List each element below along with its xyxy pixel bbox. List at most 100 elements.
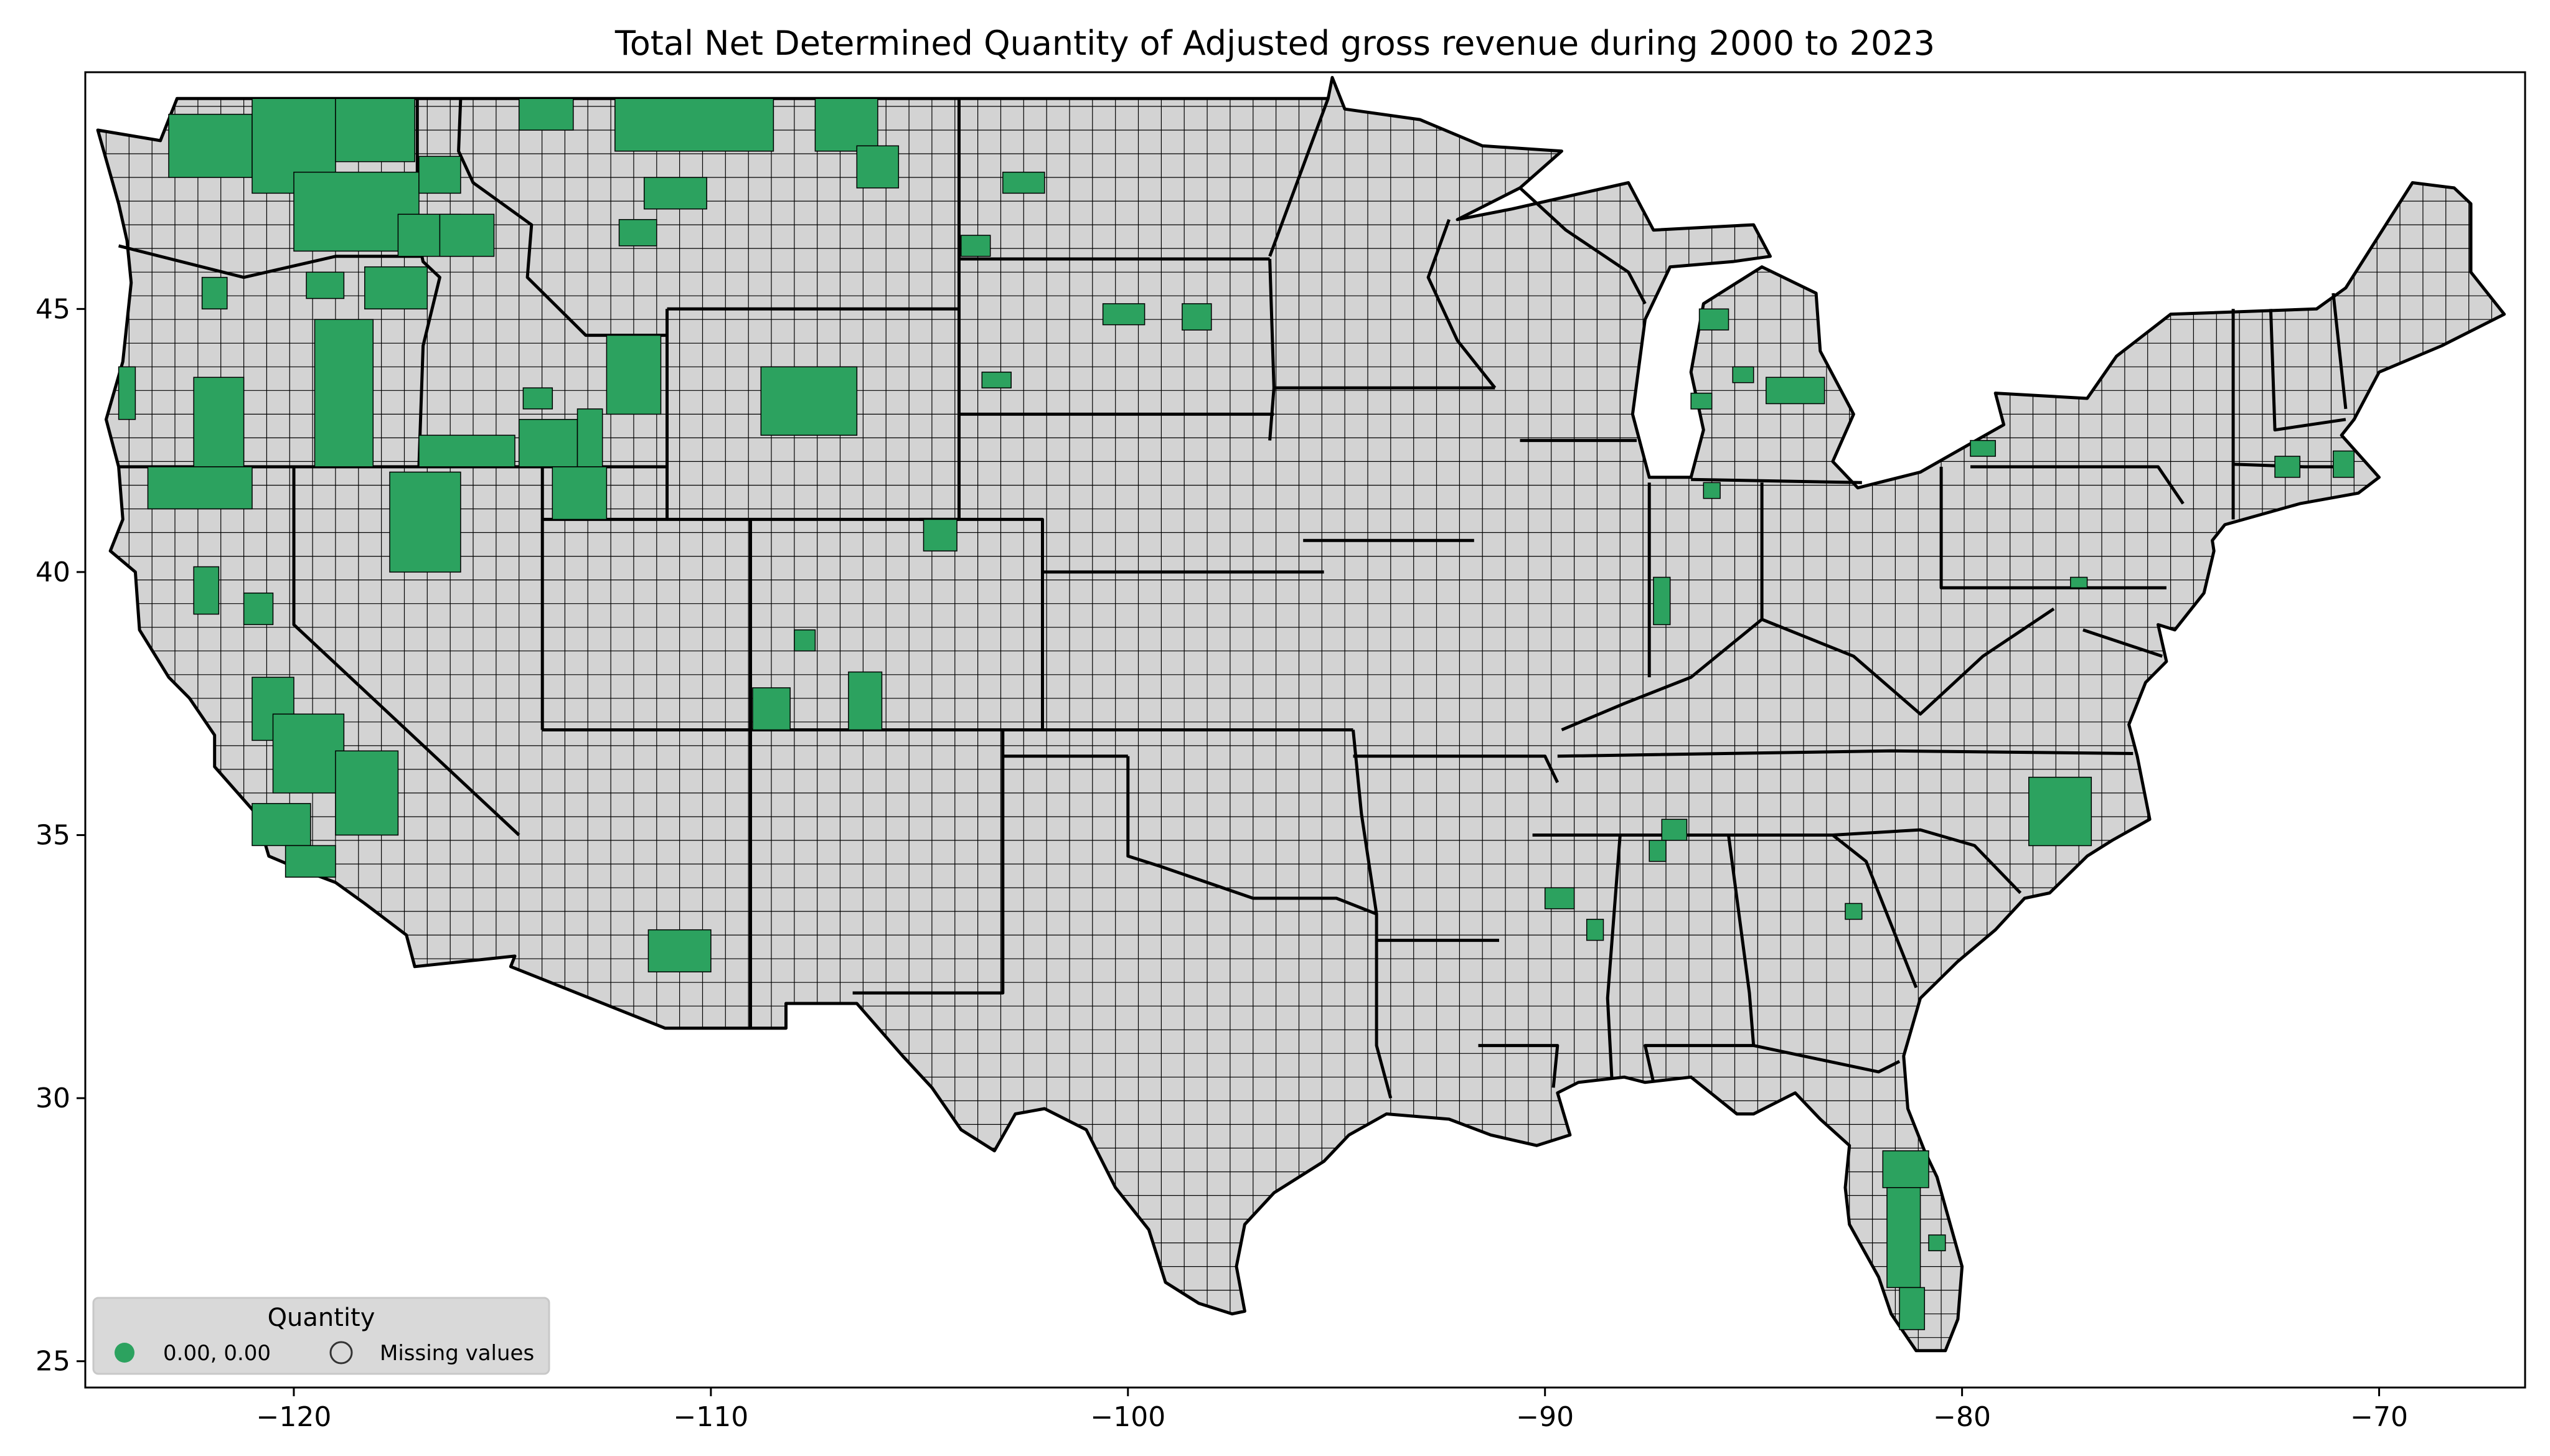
map-plot-area: −120 −110 −100 −90 −80 −70 25 30 35 40 45 [35,71,2526,1433]
highlighted-county [314,319,374,467]
state-boundary [1753,1044,1901,1074]
x-tick-label: −120 [256,1401,332,1433]
highlighted-county [389,471,461,573]
highlighted-county [794,629,816,652]
x-tick-label: −70 [2350,1401,2408,1433]
x-tick-label: −100 [1090,1401,1165,1433]
highlighted-counties [118,98,2355,1330]
legend-missing-marker [329,1341,353,1364]
highlighted-county [193,566,220,615]
highlighted-county [618,218,657,247]
state-boundary [667,517,1324,574]
y-axis-ticks: 25 30 35 40 45 [35,293,85,1378]
highlighted-county [118,366,136,420]
highlighted-county [201,276,228,310]
highlighted-county [1899,1287,1926,1330]
highlighted-county [418,434,515,467]
state-boundary [1478,1044,1560,1088]
highlighted-county [168,113,253,178]
axes-frame [84,71,2526,1389]
legend-box [92,1297,550,1375]
state-boundary [1691,477,1862,484]
x-tick-label: −90 [1516,1401,1574,1433]
y-tick-label: 35 [35,820,70,852]
highlighted-county [193,377,245,467]
state-boundary [1353,754,1560,784]
highlighted-county [961,235,991,257]
highlighted-county [1102,303,1146,326]
highlighted-county [1653,576,1671,626]
highlighted-county [760,366,858,436]
highlighted-county [1766,377,1825,405]
highlighted-county [418,156,461,194]
x-tick-label: −110 [673,1401,748,1433]
highlighted-county [752,687,791,731]
highlighted-county [2028,776,2092,847]
highlighted-county [981,372,1012,388]
legend-data-label: 0.00, 0.00 [163,1341,271,1366]
highlighted-county [1544,887,1575,909]
state-boundary [1518,187,1647,305]
highlighted-county [1690,392,1713,410]
highlighted-county [335,750,399,836]
state-boundary [1970,465,2185,505]
legend: Quantity 0.00, 0.00 Missing values [92,1297,550,1375]
highlighted-county [272,713,345,794]
highlighted-county [643,177,707,210]
highlighted-county [285,845,336,878]
highlighted-county [518,98,574,131]
highlighted-county [614,98,774,152]
highlighted-county [252,803,311,847]
state-boundary [1606,835,1622,1078]
state-boundary [2082,628,2163,658]
highlighted-county [1586,919,1604,941]
highlighted-county [814,98,878,152]
state-boundary [1561,608,2055,731]
legend-data-marker [115,1343,134,1363]
highlighted-county [2274,456,2301,478]
y-tick-label: 25 [35,1346,70,1378]
state-boundary [118,244,423,279]
legend-missing-label: Missing values [380,1341,534,1366]
highlighted-county [147,466,253,510]
y-tick-label: 30 [35,1083,70,1114]
state-boundary [1268,98,1330,257]
highlighted-county [306,271,345,299]
state-boundary [1426,218,1497,389]
highlighted-county [364,266,428,310]
state-boundary [292,466,520,837]
highlighted-county [1002,171,1045,194]
state-boundary [1557,749,2134,758]
highlighted-county [923,519,957,552]
highlighted-county [606,334,662,415]
highlighted-county [1882,1150,1929,1188]
state-boundary [1939,466,2167,589]
state-boundary [2269,309,2346,432]
highlighted-county [518,419,578,467]
highlighted-county [2333,450,2355,478]
highlighted-county [1928,1234,1946,1252]
state-boundary [1352,730,1393,1099]
highlighted-county [1970,439,1996,457]
highlighted-county [1661,819,1688,841]
chart-title: Total Net Determined Quantity of Adjuste… [614,24,1935,63]
highlighted-county [1698,308,1729,331]
state-boundary [457,98,667,337]
highlighted-county [243,592,274,626]
highlighted-county [1845,903,1863,920]
highlighted-county [335,98,415,162]
x-axis-ticks: −120 −110 −100 −90 −80 −70 [256,1388,2408,1433]
highlighted-county [647,929,712,973]
state-boundary [2233,463,2333,469]
state-boundary [1126,756,1378,916]
highlighted-county [856,145,900,189]
highlighted-county [848,671,883,731]
state-boundary [852,730,1005,995]
highlighted-county [2070,576,2088,589]
highlighted-county [439,214,495,257]
state-boundaries [118,98,2348,1099]
highlighted-county [1182,303,1212,331]
state-boundary [2331,293,2348,410]
highlighted-county [522,387,553,410]
highlighted-county [576,408,603,467]
